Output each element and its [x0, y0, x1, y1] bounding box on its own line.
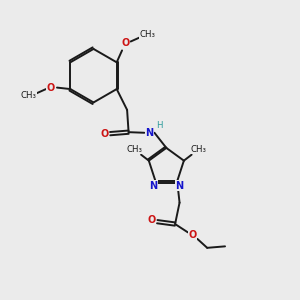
- Text: N: N: [176, 181, 184, 191]
- Text: CH₃: CH₃: [21, 92, 37, 100]
- Text: N: N: [149, 181, 157, 191]
- Text: O: O: [188, 230, 196, 240]
- Text: CH₃: CH₃: [140, 30, 156, 39]
- Text: O: O: [147, 215, 155, 225]
- Text: CH₃: CH₃: [127, 145, 142, 154]
- Text: O: O: [122, 38, 130, 48]
- Text: H: H: [157, 121, 163, 130]
- Text: O: O: [47, 82, 55, 93]
- Text: N: N: [145, 128, 154, 138]
- Text: CH₃: CH₃: [190, 145, 206, 154]
- Text: O: O: [100, 129, 108, 139]
